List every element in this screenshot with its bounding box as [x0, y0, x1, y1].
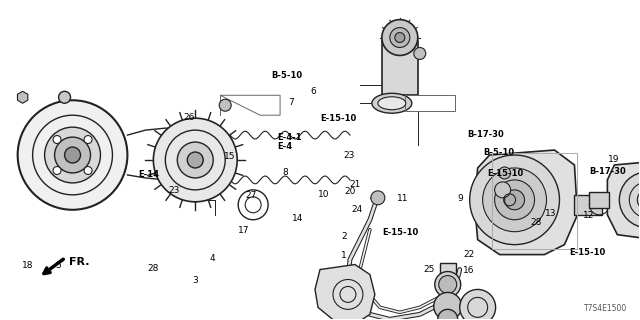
- Text: E-15-10: E-15-10: [320, 114, 356, 123]
- Text: E-4-1: E-4-1: [277, 133, 302, 142]
- Text: 13: 13: [545, 209, 557, 218]
- Text: 15: 15: [223, 152, 235, 161]
- Text: T7S4E1500: T7S4E1500: [584, 304, 627, 313]
- Bar: [575, 195, 602, 215]
- Text: 8: 8: [282, 168, 288, 177]
- Text: E-15-10: E-15-10: [383, 228, 419, 237]
- Text: 22: 22: [463, 251, 474, 260]
- Circle shape: [390, 28, 410, 47]
- Text: B-5-10: B-5-10: [271, 71, 302, 80]
- Circle shape: [65, 147, 81, 163]
- Circle shape: [53, 166, 61, 174]
- Circle shape: [637, 190, 640, 210]
- Circle shape: [438, 309, 458, 320]
- Text: 9: 9: [458, 194, 463, 203]
- Circle shape: [483, 168, 547, 232]
- Polygon shape: [315, 265, 375, 320]
- Text: 2: 2: [341, 232, 347, 241]
- Circle shape: [434, 292, 461, 320]
- Text: E-14: E-14: [138, 170, 159, 179]
- Text: 23: 23: [343, 151, 355, 160]
- Text: 11: 11: [397, 194, 409, 203]
- Bar: [382, 41, 418, 95]
- Text: 25: 25: [423, 265, 435, 275]
- Circle shape: [504, 190, 525, 210]
- Text: 5: 5: [55, 261, 61, 270]
- Circle shape: [470, 155, 559, 244]
- Circle shape: [18, 100, 127, 210]
- Circle shape: [414, 47, 426, 60]
- Text: 27: 27: [245, 190, 257, 200]
- Text: 28: 28: [147, 264, 158, 273]
- Bar: [440, 262, 456, 284]
- Circle shape: [220, 99, 231, 111]
- Polygon shape: [475, 150, 577, 255]
- Circle shape: [499, 167, 511, 179]
- Text: 23: 23: [169, 186, 180, 195]
- Text: 18: 18: [22, 261, 34, 270]
- Circle shape: [84, 166, 92, 174]
- Circle shape: [177, 142, 213, 178]
- Text: 4: 4: [210, 254, 216, 263]
- Text: B-5-10: B-5-10: [483, 148, 514, 157]
- Text: B-17-30: B-17-30: [589, 167, 627, 176]
- Text: E-4: E-4: [277, 142, 292, 151]
- Polygon shape: [607, 160, 640, 240]
- Bar: [405, 95, 454, 111]
- Text: 28: 28: [530, 218, 541, 227]
- Circle shape: [188, 152, 204, 168]
- Text: 16: 16: [463, 266, 474, 276]
- Text: FR.: FR.: [68, 257, 89, 267]
- Text: 7: 7: [288, 98, 294, 107]
- Text: 20: 20: [344, 187, 356, 196]
- Bar: [442, 294, 454, 320]
- Circle shape: [495, 182, 511, 198]
- Ellipse shape: [372, 93, 412, 113]
- Text: E-15-10: E-15-10: [487, 169, 524, 178]
- Text: 21: 21: [349, 180, 361, 189]
- Text: B-17-30: B-17-30: [467, 130, 504, 139]
- Bar: [589, 192, 609, 208]
- Circle shape: [439, 276, 457, 293]
- Circle shape: [395, 33, 405, 43]
- Text: 17: 17: [237, 226, 249, 235]
- Text: E-15-10: E-15-10: [569, 248, 605, 257]
- Circle shape: [495, 180, 534, 220]
- Text: 24: 24: [351, 205, 363, 214]
- Circle shape: [45, 127, 100, 183]
- Circle shape: [154, 118, 237, 202]
- Text: 19: 19: [608, 156, 620, 164]
- Circle shape: [382, 20, 418, 55]
- Text: 3: 3: [193, 276, 198, 285]
- Circle shape: [54, 137, 90, 173]
- Circle shape: [59, 91, 70, 103]
- Circle shape: [371, 191, 385, 205]
- Text: 6: 6: [311, 87, 317, 96]
- Bar: [492, 153, 577, 249]
- Circle shape: [460, 289, 495, 320]
- Text: 14: 14: [292, 214, 303, 223]
- Circle shape: [84, 136, 92, 143]
- Text: 10: 10: [318, 190, 330, 199]
- Circle shape: [435, 271, 461, 297]
- Ellipse shape: [378, 97, 406, 110]
- Text: 26: 26: [184, 114, 195, 123]
- Circle shape: [620, 172, 640, 228]
- Text: 1: 1: [341, 251, 347, 260]
- Circle shape: [53, 136, 61, 143]
- Text: 12: 12: [582, 211, 594, 220]
